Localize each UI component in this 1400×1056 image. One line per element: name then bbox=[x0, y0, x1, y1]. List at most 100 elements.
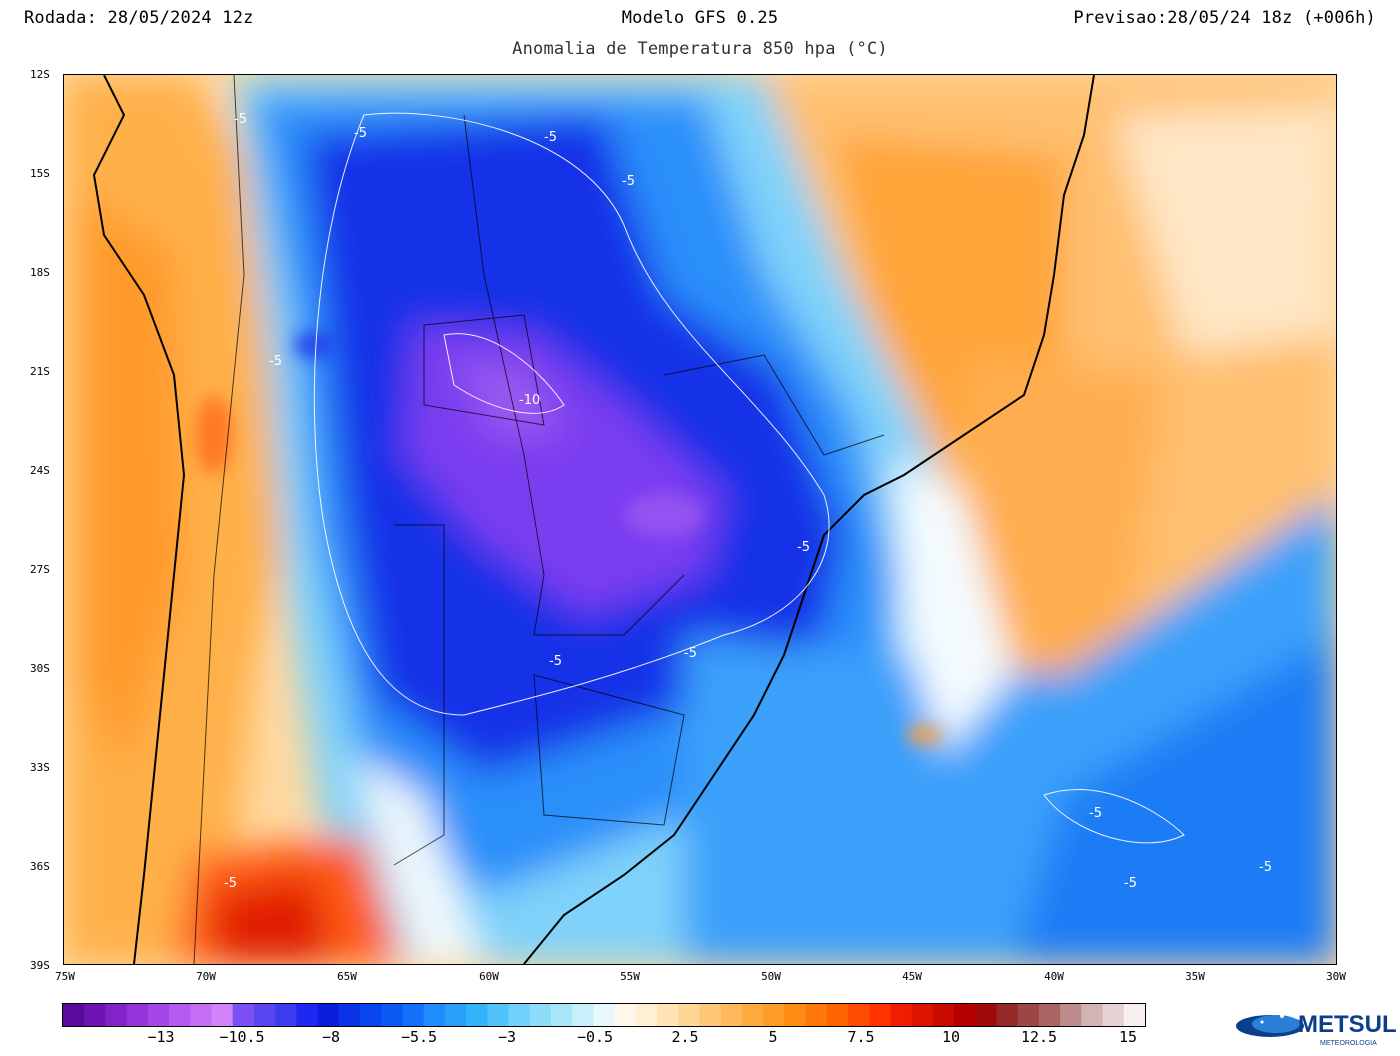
colorbar-label: −10.5 bbox=[219, 1028, 265, 1046]
colorbar-swatch bbox=[741, 1004, 764, 1026]
colorbar-swatch bbox=[720, 1004, 743, 1026]
colorbar-swatch bbox=[338, 1004, 361, 1026]
anomaly-detail bbox=[196, 155, 1304, 745]
lon-label: 35W bbox=[1185, 970, 1205, 983]
colorbar-swatch bbox=[63, 1004, 85, 1026]
colorbar-swatch bbox=[423, 1004, 446, 1026]
colorbar-swatch bbox=[84, 1004, 106, 1026]
colorbar-swatch bbox=[317, 1004, 340, 1026]
contour-label: -5 bbox=[224, 876, 237, 891]
colorbar-swatch bbox=[147, 1004, 170, 1026]
colorbar-swatch bbox=[487, 1004, 510, 1026]
colorbar-swatch bbox=[1038, 1004, 1061, 1026]
lon-label: 70W bbox=[196, 970, 216, 983]
colorbar-swatch bbox=[657, 1004, 679, 1026]
contour-lines bbox=[313, 112, 1185, 844]
forecast-time-label: Previsao:28/05/24 18z (+006h) bbox=[1073, 8, 1376, 28]
lon-label: 60W bbox=[479, 970, 499, 983]
map-canvas: -5 -5 -5 -5 -10 -5 -5 -5 -5 -5 -5 -5 -5 bbox=[64, 75, 1336, 964]
colorbar-swatch bbox=[996, 1004, 1019, 1026]
colorbar-swatch bbox=[614, 1004, 637, 1026]
colorbar-swatch bbox=[105, 1004, 128, 1026]
colorbar-swatch bbox=[296, 1004, 319, 1026]
contour-label: -5 bbox=[1124, 876, 1137, 891]
lat-label: 15S bbox=[30, 167, 50, 180]
colorbar-swatch bbox=[805, 1004, 828, 1026]
lon-label: 50W bbox=[761, 970, 781, 983]
contour-label: -5 bbox=[797, 540, 810, 555]
lon-label: 45W bbox=[902, 970, 922, 983]
colorbar-label: −8 bbox=[321, 1028, 341, 1046]
colorbar-label: −5.5 bbox=[400, 1028, 438, 1046]
colorbar-swatch bbox=[847, 1004, 870, 1026]
colorbar-label: 12.5 bbox=[1020, 1028, 1058, 1046]
colorbar-label: 5 bbox=[768, 1028, 778, 1046]
colorbar-swatch bbox=[1123, 1004, 1146, 1026]
colorbar-frame bbox=[62, 1003, 1146, 1027]
colorbar-swatch bbox=[381, 1004, 403, 1026]
colorbar-swatch bbox=[975, 1004, 997, 1026]
contour-label: -5 bbox=[234, 112, 247, 127]
lat-label: 27S bbox=[30, 563, 50, 576]
colorbar bbox=[62, 1003, 1146, 1027]
colorbar-label: −13 bbox=[147, 1028, 175, 1046]
colorbar-label: 7.5 bbox=[847, 1028, 875, 1046]
run-time-label: Rodada: 28/05/2024 12z bbox=[24, 8, 254, 28]
lon-label: 65W bbox=[337, 970, 357, 983]
contour-label: -5 bbox=[622, 174, 635, 189]
colorbar-swatch bbox=[1081, 1004, 1104, 1026]
political-borders bbox=[193, 75, 885, 964]
lon-label: 55W bbox=[620, 970, 640, 983]
colorbar-swatch bbox=[784, 1004, 807, 1026]
coastline bbox=[92, 75, 1095, 964]
lat-label: 12S bbox=[30, 68, 50, 81]
colorbar-swatch bbox=[890, 1004, 913, 1026]
colorbar-swatch bbox=[1060, 1004, 1082, 1026]
colorbar-swatch bbox=[699, 1004, 722, 1026]
colorbar-swatch bbox=[508, 1004, 531, 1026]
colorbar-label: 2.5 bbox=[671, 1028, 699, 1046]
colorbar-swatch bbox=[402, 1004, 425, 1026]
colorbar-swatch bbox=[954, 1004, 976, 1026]
contour-label: -5 bbox=[684, 646, 697, 661]
colorbar-swatch bbox=[232, 1004, 255, 1026]
colorbar-swatch bbox=[932, 1004, 955, 1026]
colorbar-swatch bbox=[444, 1004, 467, 1026]
colorbar-swatch bbox=[826, 1004, 849, 1026]
lat-label: 24S bbox=[30, 464, 50, 477]
colorbar-swatch bbox=[678, 1004, 700, 1026]
lon-label: 30W bbox=[1326, 970, 1346, 983]
model-name-label: Modelo GFS 0.25 bbox=[621, 8, 779, 28]
lon-label: 40W bbox=[1044, 970, 1064, 983]
colorbar-swatch bbox=[529, 1004, 552, 1026]
colorbar-swatch bbox=[869, 1004, 891, 1026]
colorbar-label: 15 bbox=[1118, 1028, 1138, 1046]
contour-label-group: -5 -5 -5 -5 -10 -5 -5 -5 -5 -5 -5 -5 -5 bbox=[224, 112, 1272, 891]
logo-brand: METSUL bbox=[1298, 1011, 1397, 1038]
colorbar-swatch bbox=[572, 1004, 594, 1026]
lat-label: 30S bbox=[30, 662, 50, 675]
contour-label: -5 bbox=[1259, 860, 1272, 875]
colorbar-swatch bbox=[190, 1004, 213, 1026]
colorbar-swatch bbox=[550, 1004, 573, 1026]
colorbar-label: −3 bbox=[497, 1028, 517, 1046]
colorbar-swatch bbox=[763, 1004, 785, 1026]
lon-label: 75W bbox=[55, 970, 75, 983]
colorbar-swatch bbox=[911, 1004, 934, 1026]
contour-label: -5 bbox=[544, 130, 557, 145]
colorbar-swatch bbox=[253, 1004, 276, 1026]
colorbar-label: 10 bbox=[941, 1028, 961, 1046]
colorbar-swatch bbox=[1102, 1004, 1125, 1026]
colorbar-label: −0.5 bbox=[576, 1028, 614, 1046]
colorbar-swatch bbox=[593, 1004, 616, 1026]
colorbar-swatch bbox=[211, 1004, 234, 1026]
colorbar-swatch bbox=[126, 1004, 149, 1026]
anomaly-map[interactable]: -5 -5 -5 -5 -10 -5 -5 -5 -5 -5 -5 -5 -5 bbox=[63, 74, 1337, 965]
metsul-logo: METSUL METEOROLOGIA bbox=[1232, 1004, 1400, 1052]
colorbar-swatch bbox=[360, 1004, 382, 1026]
logo-tagline: METEOROLOGIA bbox=[1320, 1040, 1377, 1047]
map-subtitle: Anomalia de Temperatura 850 hpa (°C) bbox=[512, 39, 888, 59]
contour-label: -10 bbox=[519, 393, 540, 408]
contour-label: -5 bbox=[354, 126, 367, 141]
contour-label: -5 bbox=[1089, 806, 1102, 821]
